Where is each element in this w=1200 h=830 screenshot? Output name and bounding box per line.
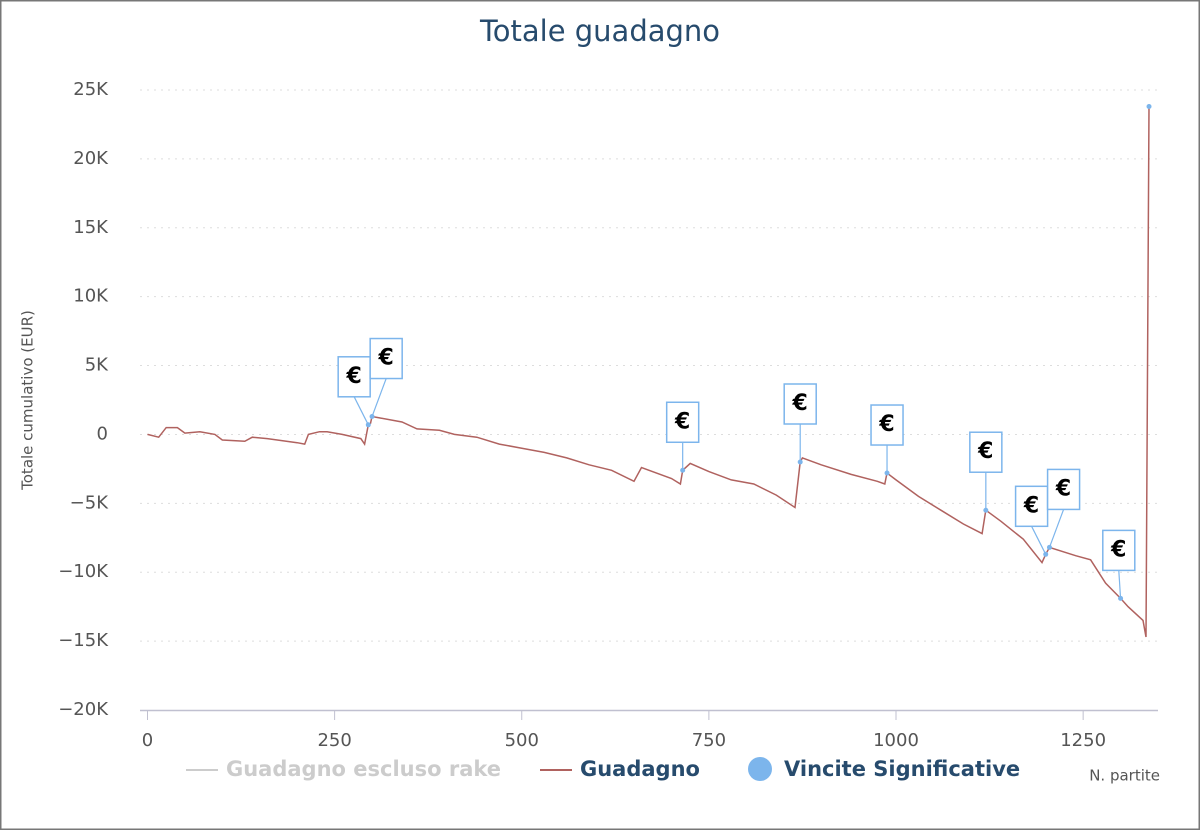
flag-point bbox=[365, 422, 371, 428]
y-tick-label: 25K bbox=[73, 79, 109, 100]
flag-box bbox=[665, 401, 700, 444]
y-tick-label: 10K bbox=[73, 286, 109, 307]
x-tick-label: 1000 bbox=[873, 730, 919, 751]
flag-connector bbox=[1118, 570, 1122, 599]
y-tick-label: 15K bbox=[73, 217, 109, 238]
y-tick-label: 20K bbox=[73, 148, 109, 169]
x-tick-label: 500 bbox=[505, 730, 539, 751]
y-tick-label: −15K bbox=[58, 630, 109, 651]
flag-box bbox=[337, 356, 371, 398]
flag-box bbox=[969, 431, 1003, 473]
legend-label: Guadagno bbox=[580, 757, 700, 781]
flag-label: € bbox=[792, 391, 808, 416]
y-tick-label: −5K bbox=[70, 492, 110, 513]
flag-label: € bbox=[346, 364, 362, 389]
y-tick-label: −10K bbox=[58, 561, 109, 582]
flag-label: € bbox=[674, 409, 690, 434]
flag-point bbox=[983, 507, 989, 513]
line-series bbox=[147, 106, 1150, 638]
flag-connector bbox=[353, 396, 369, 426]
y-tick-label: 5K bbox=[85, 355, 109, 376]
flag-label: € bbox=[378, 346, 394, 371]
y-tick-label: 0 bbox=[97, 423, 108, 444]
flag-label: € bbox=[977, 439, 993, 464]
legend-symbol bbox=[748, 757, 772, 781]
flag-point bbox=[797, 459, 803, 465]
flag-box bbox=[783, 383, 817, 425]
flag-label: € bbox=[1110, 537, 1126, 562]
chart-title: Totale guadagno bbox=[479, 14, 720, 48]
flag-point bbox=[369, 414, 375, 420]
x-axis-title: N. partite bbox=[1089, 767, 1160, 785]
flag-point bbox=[1046, 544, 1052, 550]
flag-point bbox=[680, 467, 686, 473]
flag-point bbox=[884, 470, 890, 476]
flag-connector bbox=[1048, 509, 1065, 548]
y-axis-title: Totale cumulativo (EUR) bbox=[19, 310, 37, 491]
flag-label: € bbox=[1055, 476, 1071, 501]
x-tick-label: 0 bbox=[142, 730, 153, 751]
flag-box bbox=[1102, 529, 1136, 572]
legend-label: Guadagno escluso rake bbox=[226, 757, 501, 781]
flag-label: € bbox=[878, 412, 894, 437]
flag-point bbox=[1146, 104, 1152, 110]
x-tick-label: 250 bbox=[317, 730, 351, 751]
flag-label: € bbox=[1023, 493, 1039, 518]
flag-connector bbox=[371, 378, 387, 417]
flag-box bbox=[1046, 468, 1081, 511]
legend-label: Vincite Significative bbox=[784, 757, 1020, 781]
x-tick-label: 1250 bbox=[1060, 730, 1106, 751]
flag-connector bbox=[1031, 526, 1047, 555]
flag-point bbox=[1118, 595, 1124, 601]
flag-point bbox=[1043, 551, 1049, 557]
x-tick-label: 750 bbox=[692, 730, 726, 751]
y-tick-label: −20K bbox=[58, 699, 109, 720]
flag-box bbox=[870, 404, 904, 446]
flag-box bbox=[369, 337, 403, 380]
